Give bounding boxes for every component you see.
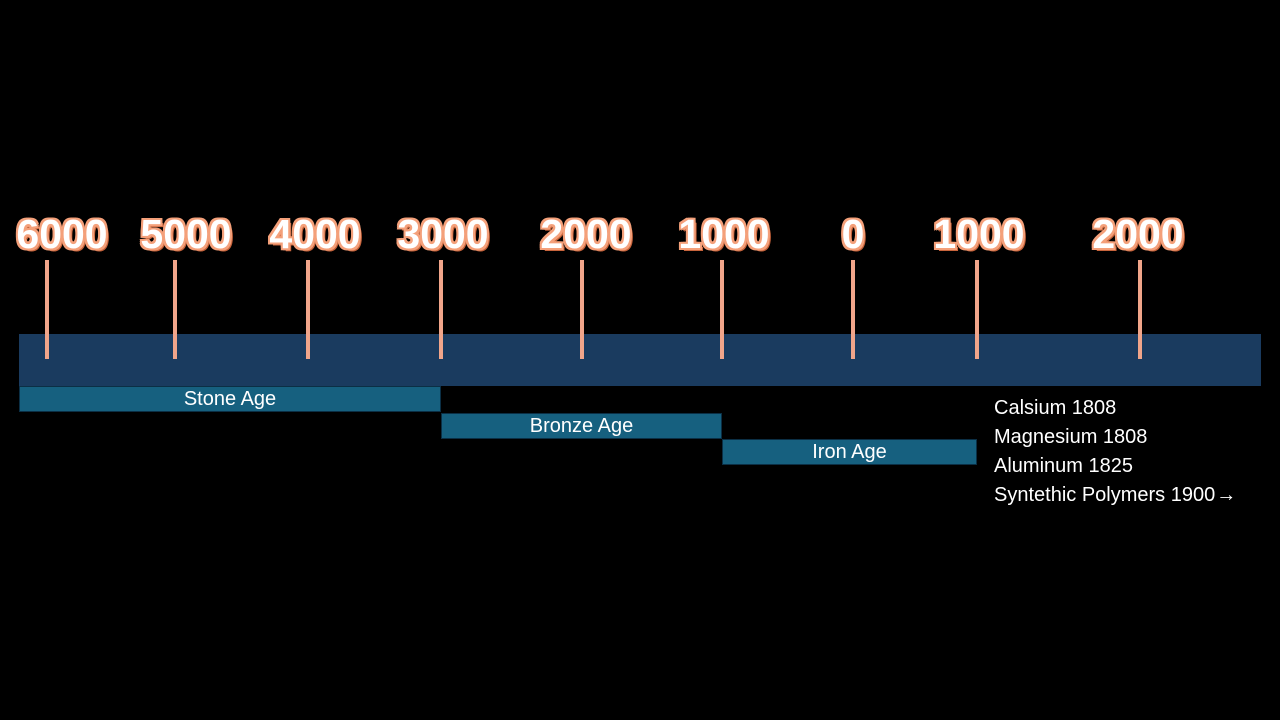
tick-1000-ad [975, 260, 979, 359]
tick-5000 [173, 260, 177, 359]
year-label-5000: 5000 [140, 211, 232, 257]
note-polymers: Syntethic Polymers 1900 [994, 484, 1216, 506]
tick-1000-bc [720, 260, 724, 359]
year-label-2000-ad: 2000 [1092, 211, 1184, 257]
note-calsium: Calsium 1808 [994, 397, 1117, 419]
tick-2000-bc [580, 260, 584, 359]
note-polymers-row: Syntethic Polymers 1900→ [994, 481, 1278, 510]
year-label-1000-ad: 1000 [933, 211, 1025, 257]
year-label-6000: 6000 [16, 211, 108, 257]
note-magnesium: Magnesium 1808 [994, 426, 1148, 448]
tick-6000 [45, 260, 49, 359]
tick-2000-ad [1138, 260, 1142, 359]
year-label-1000-bc: 1000 [678, 211, 770, 257]
era-bronze-age: Bronze Age [441, 413, 722, 439]
tick-3000 [439, 260, 443, 359]
year-label-3000: 3000 [397, 211, 489, 257]
tick-4000 [306, 260, 310, 359]
era-iron-age: Iron Age [722, 439, 977, 465]
era-stone-age: Stone Age [19, 386, 441, 412]
year-label-2000-bc: 2000 [540, 211, 632, 257]
tick-0 [851, 260, 855, 359]
note-aluminum: Aluminum 1825 [994, 455, 1133, 477]
arrow-right-icon: → [1216, 484, 1237, 506]
timeline-bar [19, 334, 1261, 386]
year-label-0: 0 [841, 211, 865, 257]
materials-notes: Calsium 1808 Magnesium 1808 Aluminum 182… [994, 394, 1278, 510]
year-label-4000: 4000 [269, 211, 361, 257]
